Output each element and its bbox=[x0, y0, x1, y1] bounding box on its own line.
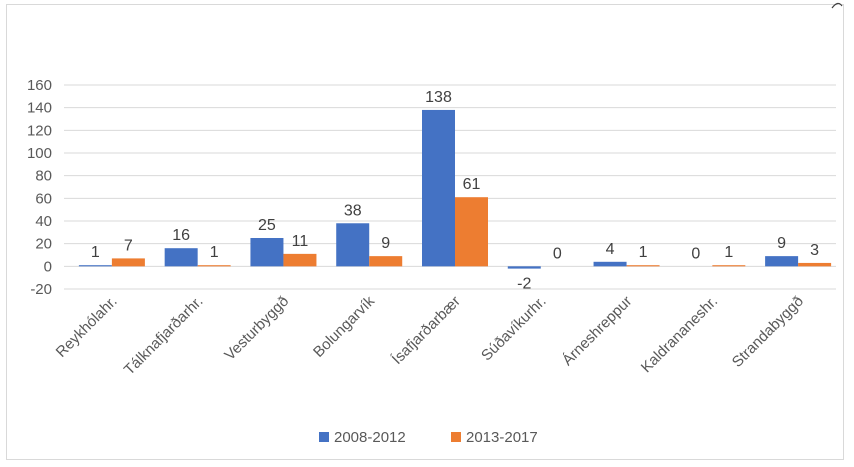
bar-2013-2017 bbox=[626, 265, 660, 267]
y-tick-label: 40 bbox=[35, 213, 52, 230]
data-label: 16 bbox=[172, 227, 190, 244]
legend: 2008-2012 2013-2017 bbox=[319, 429, 538, 446]
y-tick-label: 160 bbox=[27, 77, 52, 94]
category-label: Strandabyggð bbox=[729, 293, 807, 371]
bar-2008-2012 bbox=[78, 265, 112, 267]
bar-2008-2012 bbox=[765, 256, 799, 267]
bar-2013-2017 bbox=[197, 265, 231, 267]
y-tick-label: 0 bbox=[44, 258, 52, 275]
legend-swatch bbox=[451, 432, 461, 442]
y-tick-label: 60 bbox=[35, 190, 52, 207]
data-label: 3 bbox=[810, 242, 819, 259]
bar-2008-2012 bbox=[250, 238, 284, 267]
category-label: Bolungarvík bbox=[310, 292, 378, 360]
data-label: 138 bbox=[425, 89, 452, 106]
y-tick-label: 120 bbox=[27, 122, 52, 139]
bar-2013-2017 bbox=[798, 262, 832, 267]
data-label: 0 bbox=[691, 245, 700, 262]
legend-label: 2013-2017 bbox=[466, 429, 538, 446]
legend-label: 2008-2012 bbox=[334, 429, 406, 446]
bar-2013-2017 bbox=[369, 256, 403, 267]
data-label: 7 bbox=[124, 237, 133, 254]
category-label: Tálknafjarðarhr. bbox=[121, 293, 207, 379]
category-label: Vesturbyggð bbox=[221, 293, 292, 364]
category-label: Árneshreppur bbox=[559, 293, 635, 369]
category-label: Reykhólahr. bbox=[53, 293, 121, 361]
corner-mark bbox=[831, 2, 843, 9]
y-tick-label: 80 bbox=[35, 168, 52, 185]
y-tick-label: 20 bbox=[35, 236, 52, 253]
y-axis: -20 0 20 40 60 80 100 120 140 160 bbox=[27, 77, 52, 298]
legend-swatch bbox=[319, 432, 329, 442]
data-labels: 1 7 16 1 25 11 38 9 138 61 -2 0 4 1 0 1 9 3 bbox=[91, 89, 819, 293]
bars bbox=[78, 109, 832, 269]
category-label: Súðavíkurhr. bbox=[478, 293, 550, 365]
bar-2008-2012 bbox=[336, 223, 370, 267]
data-label: 25 bbox=[258, 217, 276, 234]
data-label: 1 bbox=[210, 244, 219, 261]
bar-2008-2012 bbox=[593, 261, 627, 267]
bar-2008-2012 bbox=[422, 109, 455, 267]
data-label: 11 bbox=[292, 233, 309, 250]
y-tick-label: -20 bbox=[30, 281, 52, 298]
bar-2013-2017 bbox=[712, 265, 746, 267]
bar-2013-2017 bbox=[455, 197, 488, 267]
data-label: -2 bbox=[517, 276, 531, 293]
data-label: 0 bbox=[553, 245, 562, 262]
bar-2008-2012 bbox=[164, 248, 198, 267]
bar-2008-2012 bbox=[507, 266, 541, 269]
data-label: 38 bbox=[344, 202, 362, 219]
data-label: 1 bbox=[639, 244, 648, 261]
data-label: 61 bbox=[463, 176, 481, 193]
category-label: Ísafjarðarbær bbox=[389, 293, 464, 368]
data-label: 1 bbox=[91, 244, 100, 261]
y-tick-label: 140 bbox=[27, 100, 52, 117]
y-tick-label: 100 bbox=[27, 145, 52, 162]
data-label: 4 bbox=[606, 241, 615, 258]
data-label: 1 bbox=[724, 244, 733, 261]
bar-2013-2017 bbox=[283, 253, 317, 267]
category-label: Kaldrananeshr. bbox=[638, 293, 721, 376]
data-label: 9 bbox=[381, 235, 390, 252]
x-axis: Reykhólahr. Tálknafjarðarhr. Vesturbyggð Bo… bbox=[53, 292, 807, 378]
bar-2013-2017 bbox=[111, 258, 145, 267]
data-label: 9 bbox=[777, 235, 786, 252]
